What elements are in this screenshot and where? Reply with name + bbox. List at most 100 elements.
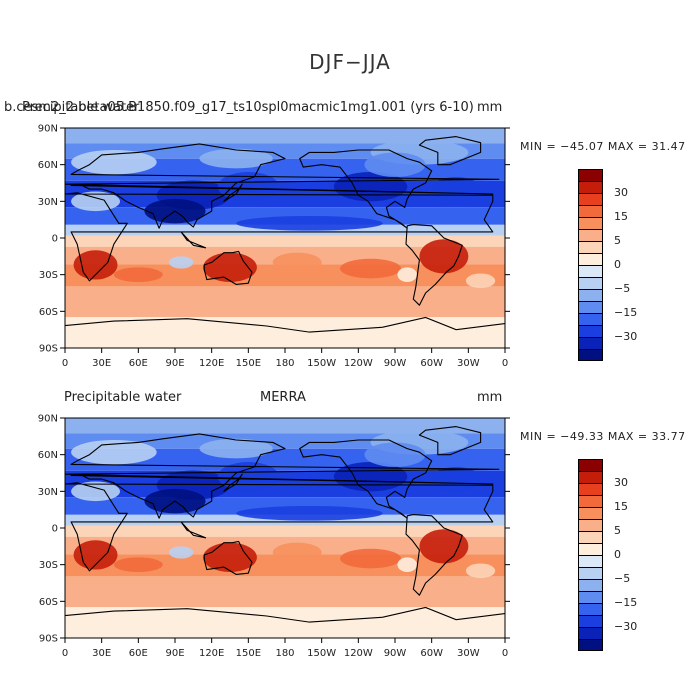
contour-blob: [364, 152, 426, 177]
contour-band: [65, 317, 505, 348]
lon-tick-label: 30E: [92, 648, 111, 659]
colorbar-swatch: [578, 277, 603, 289]
colorbar-swatch: [578, 229, 603, 241]
colorbar-swatch: [578, 169, 603, 181]
colorbar-swatch: [578, 301, 603, 313]
colorbar-label: −5: [614, 282, 631, 295]
coastline: [299, 149, 433, 229]
contour-blob: [272, 542, 322, 563]
colorbar-label: −30: [614, 620, 638, 633]
contour-blob: [113, 557, 163, 572]
lon-tick-label: 0: [62, 648, 68, 659]
lon-tick-label: 150W: [307, 648, 336, 659]
lon-tick-label: 60E: [129, 358, 148, 369]
contour-blob: [73, 540, 118, 570]
coastline: [223, 183, 243, 202]
lat-tick-label: 90S: [39, 634, 58, 645]
coastline: [223, 473, 243, 492]
colorbar-swatch: [578, 627, 603, 639]
lat-tick-label: 90N: [38, 124, 58, 135]
coastline: [405, 514, 463, 596]
contour-blob: [199, 148, 273, 169]
colorbar-swatch: [578, 543, 603, 555]
contour-blob: [113, 267, 163, 282]
contour-blob: [73, 250, 118, 280]
colorbar-swatch: [578, 639, 603, 651]
lat-tick-label: 30S: [39, 560, 58, 571]
coastline: [203, 250, 253, 285]
map-panel-model: 90N 60N 30N 0 30S 60S 90S 0 30E 60E 90E 120E 150E 180…: [0, 95, 700, 385]
coastline-antarctica: [65, 316, 505, 333]
contour-blob: [203, 542, 257, 572]
colorbar-swatch: [578, 615, 603, 627]
coastline: [65, 143, 500, 229]
contour-blob: [397, 267, 417, 282]
lon-tick-label: 180: [275, 648, 294, 659]
colorbar-swatch: [578, 181, 603, 193]
contour-blob: [397, 557, 417, 572]
lat-tick-label: 60N: [38, 160, 58, 171]
colorbar-swatch: [578, 507, 603, 519]
panel-units: mm: [477, 390, 503, 405]
lat-tick-label: 30S: [39, 270, 58, 281]
colorbar-label: 5: [614, 234, 621, 247]
colorbar: [578, 169, 603, 361]
contour-blob: [71, 150, 157, 175]
panel-variable-title: Precipitable water: [64, 390, 182, 405]
contour-blob: [236, 216, 383, 231]
contour-band: [65, 607, 505, 638]
colorbar-label: 30: [614, 476, 628, 489]
colorbar-label: 0: [614, 258, 621, 271]
colorbar-label: −30: [614, 330, 638, 343]
min-max-label: MIN = −49.33 MAX = 33.77: [520, 430, 686, 443]
lon-tick-label: 90E: [165, 358, 184, 369]
contour-band: [65, 286, 505, 318]
lat-tick-label: 60S: [39, 597, 58, 608]
colorbar-swatch: [578, 337, 603, 349]
coastline-antarctica: [65, 606, 505, 623]
map-plot-merra: 90N 60N 30N 0 30S 60S 90S 0 30E 60E 90E 120E 150E 180…: [38, 414, 510, 659]
lat-tick-label: 30N: [38, 197, 58, 208]
contour-blob: [168, 256, 194, 269]
lon-tick-label: 60W: [420, 648, 443, 659]
colorbar-swatch: [578, 459, 603, 471]
colorbar-swatch: [578, 483, 603, 495]
contour-blob: [168, 546, 194, 559]
colorbar-label: −15: [614, 306, 638, 319]
colorbar-swatch: [578, 555, 603, 567]
colorbar-swatch: [578, 217, 603, 229]
coastline: [65, 433, 500, 519]
colorbar-swatch: [578, 241, 603, 253]
contour-band: [65, 235, 505, 247]
colorbar-swatch: [578, 471, 603, 483]
colorbar-label: 0: [614, 548, 621, 561]
coastline: [418, 426, 482, 456]
lat-tick-label: 30N: [38, 487, 58, 498]
contour-blob: [431, 176, 481, 202]
coastline: [405, 224, 463, 306]
lon-tick-label: 120E: [199, 648, 224, 659]
panel-case-title: b.cesm2_2.beta05.B1850.f09_g17_ts10spl0m…: [4, 100, 474, 115]
colorbar-label: 15: [614, 210, 628, 223]
lon-tick-label: 120W: [344, 358, 373, 369]
colorbar: [578, 459, 603, 651]
lon-tick-label: 150W: [307, 358, 336, 369]
lon-tick-label: 180: [275, 358, 294, 369]
min-max-label: MIN = −45.07 MAX = 31.47: [520, 140, 686, 153]
lon-tick-label: 120E: [199, 358, 224, 369]
contour-blob: [199, 438, 273, 459]
colorbar-swatch: [578, 193, 603, 205]
lon-tick-label: 90W: [384, 648, 407, 659]
lon-tick-label: 0: [502, 648, 508, 659]
lon-tick-label: 30W: [457, 358, 480, 369]
lat-tick-label: 90S: [39, 344, 58, 355]
panel-dataset-title: MERRA: [260, 390, 306, 405]
contour-band: [65, 525, 505, 537]
colorbar-swatch: [578, 313, 603, 325]
lon-tick-label: 0: [502, 358, 508, 369]
coastline: [299, 439, 433, 519]
lon-tick-label: 60W: [420, 358, 443, 369]
coastline: [203, 540, 253, 575]
colorbar-swatch: [578, 567, 603, 579]
colorbar-label: 30: [614, 186, 628, 199]
